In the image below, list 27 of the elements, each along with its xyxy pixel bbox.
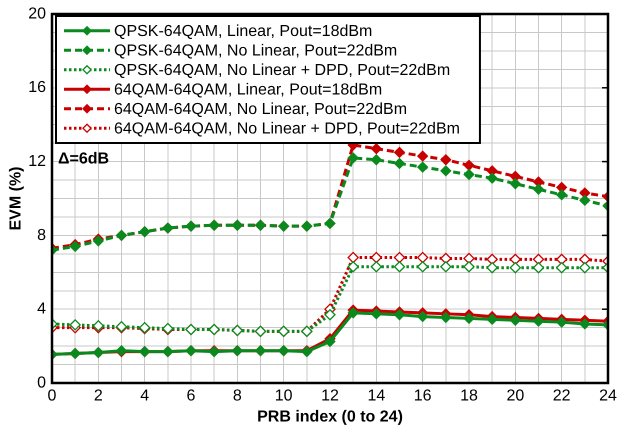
y-tick-label: 20 xyxy=(28,5,46,22)
x-tick-label: 12 xyxy=(321,387,339,404)
legend-label: QPSK-64QAM, Linear, Pout=18dBm xyxy=(114,23,372,40)
legend-label: QPSK-64QAM, No Linear, Pout=22dBm xyxy=(114,42,398,60)
x-tick-label: 18 xyxy=(460,387,478,404)
x-tick-label: 10 xyxy=(274,387,293,404)
x-tick-label: 2 xyxy=(94,387,103,404)
x-tick-label: 24 xyxy=(599,387,617,404)
y-tick-label: 8 xyxy=(37,226,46,244)
legend-label: 64QAM-64QAM, Linear, Pout=18dBm xyxy=(114,82,382,99)
x-tick-label: 6 xyxy=(186,387,196,404)
x-tick-label: 16 xyxy=(414,387,432,404)
y-tick-label: 4 xyxy=(37,300,46,318)
x-tick-label: 4 xyxy=(140,387,150,404)
annotation: Δ=6dB xyxy=(58,150,110,168)
y-tick-label: 16 xyxy=(28,79,46,96)
x-tick-label: 20 xyxy=(506,387,524,404)
x-tick-label: 22 xyxy=(552,387,571,404)
y-tick-label: 0 xyxy=(37,374,46,392)
legend-label: QPSK-64QAM, No Linear + DPD, Pout=22dBm xyxy=(114,62,450,80)
x-tick-label: 8 xyxy=(232,387,242,404)
y-tick-label: 12 xyxy=(28,153,46,170)
x-tick-label: 14 xyxy=(367,387,386,404)
y-axis-title: EVM (%) xyxy=(7,166,24,230)
x-axis-title: PRB index (0 to 24) xyxy=(257,408,403,426)
legend-label: 64QAM-64QAM, No Linear + DPD, Pout=22dBm xyxy=(114,120,460,138)
legend-label: 64QAM-64QAM, No Linear, Pout=22dBm xyxy=(114,101,408,118)
